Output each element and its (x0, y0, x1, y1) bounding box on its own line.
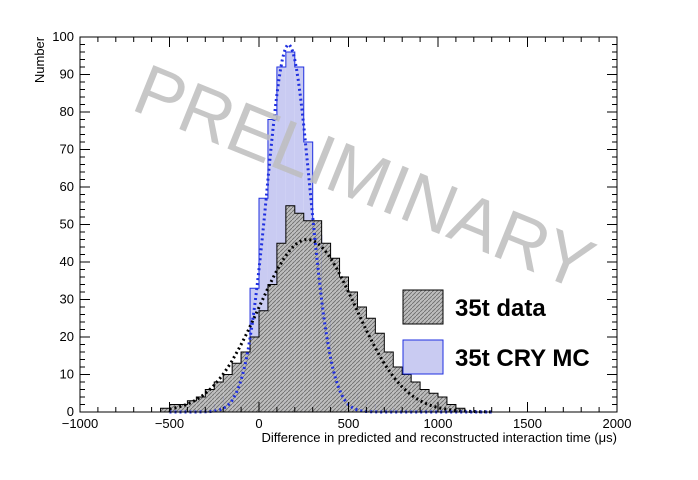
data-histogram-bin (384, 352, 394, 412)
y-tick-label: 40 (60, 254, 74, 269)
data-histogram-bin (241, 352, 251, 412)
data-histogram-bin (250, 337, 259, 412)
y-tick-label: 10 (60, 367, 74, 382)
y-tick-label: 0 (67, 404, 74, 419)
data-histogram-bin (196, 397, 206, 412)
data-histogram-bin (294, 213, 304, 412)
data-histogram-bin (312, 220, 322, 412)
data-histogram-bin (187, 400, 197, 412)
data-histogram-bin (446, 404, 456, 412)
legend-mc-swatch (402, 339, 444, 375)
data-histogram-bin (214, 382, 224, 412)
x-tick-label: −500 (155, 416, 184, 431)
mc-histogram-bin (267, 119, 277, 412)
data-histogram-bin (232, 363, 242, 412)
legend-data-label: 35t data (455, 295, 546, 322)
x-tick-label: 1500 (513, 416, 542, 431)
y-tick-label: 80 (60, 104, 74, 119)
data-histogram-bin (339, 277, 349, 412)
data-histogram-outline (160, 205, 466, 412)
data-histogram-bin (259, 310, 268, 412)
data-histogram-bin (402, 374, 412, 412)
data-histogram-bin (285, 205, 295, 412)
data-histogram-bin (205, 389, 215, 412)
data-histogram-bin (330, 258, 340, 412)
data-histogram-bin (223, 374, 233, 412)
data-histogram-bin (178, 404, 188, 412)
y-tick-label: 20 (60, 329, 74, 344)
y-tick-label: 30 (60, 292, 74, 307)
data-histogram-bin (429, 393, 438, 412)
mc-histogram-bin (276, 67, 286, 412)
data-histogram-bin (267, 284, 277, 412)
x-tick-label: 500 (338, 416, 360, 431)
data-histogram-bin (276, 243, 286, 412)
data-histogram-bin (160, 408, 170, 412)
data-histogram-bin (348, 292, 358, 412)
data-histogram-bin (375, 333, 385, 412)
y-tick-label: 100 (52, 29, 74, 44)
data-histogram-bin (366, 318, 376, 412)
x-axis-label: Difference in predicted and reconstructe… (261, 430, 617, 445)
watermark: PRELIMINARY (123, 49, 604, 306)
y-tick-label: 50 (60, 217, 74, 232)
mc-gaussian-fit (169, 43, 492, 414)
data-histogram-bin (393, 367, 403, 412)
data-histogram-bin (169, 404, 179, 412)
data-histogram-bin (411, 382, 421, 412)
x-tick-label: 1000 (424, 416, 453, 431)
data-gaussian-fit (169, 237, 492, 414)
y-tick-label: 70 (60, 142, 74, 157)
data-histogram-bin (357, 307, 367, 412)
y-tick-label: 60 (60, 179, 74, 194)
legend-data-swatch (402, 289, 444, 325)
mc-histogram-bin (259, 198, 268, 412)
data-histogram-bin (438, 397, 447, 412)
x-tick-label: 2000 (603, 416, 632, 431)
x-tick-label: 0 (255, 416, 262, 431)
data-histogram-bin (303, 220, 313, 412)
legend-mc-label: 35t CRY MC (455, 345, 590, 372)
data-histogram-bin (420, 389, 430, 412)
x-tick-label: −1000 (62, 416, 99, 431)
y-tick-label: 90 (60, 67, 74, 82)
y-axis-label: Number (32, 36, 47, 83)
